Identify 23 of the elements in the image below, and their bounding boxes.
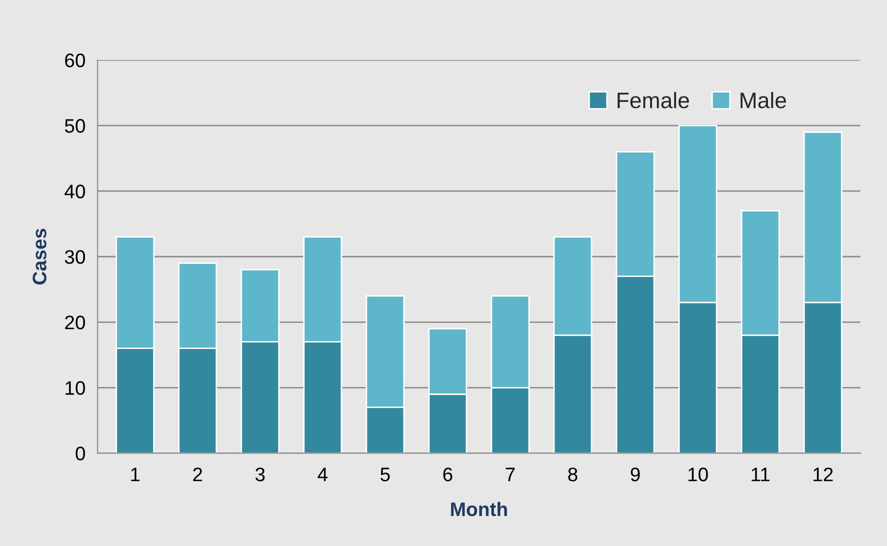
x-tick-label: 1 <box>131 468 140 482</box>
y-tick-label: 40 <box>64 184 86 198</box>
y-tick-label: 60 <box>65 54 86 68</box>
x-axis-title: Month <box>451 502 507 516</box>
x-tick-label: 11 <box>752 468 770 482</box>
y-tick-label: 30 <box>64 250 86 264</box>
x-tick-label: 12 <box>814 468 833 482</box>
x-tick-label: 10 <box>688 468 708 482</box>
x-tick-label: 9 <box>630 468 640 482</box>
legend-label: Male <box>740 92 786 108</box>
y-tick-label: 20 <box>65 316 86 330</box>
x-tick-label: 8 <box>568 468 578 482</box>
x-tick-label: 7 <box>506 468 515 482</box>
x-tick-label: 6 <box>443 468 452 482</box>
y-tick-label: 0 <box>76 446 86 460</box>
x-tick-label: 3 <box>255 468 265 482</box>
y-tick-label: 10 <box>66 381 86 395</box>
x-tick-label: 2 <box>193 468 202 482</box>
legend-label: Female <box>618 92 689 108</box>
y-tick-label: 50 <box>64 119 86 133</box>
x-tick-label: 4 <box>318 468 328 482</box>
x-tick-label: 5 <box>380 468 390 482</box>
y-axis-title: Cases <box>32 228 46 284</box>
